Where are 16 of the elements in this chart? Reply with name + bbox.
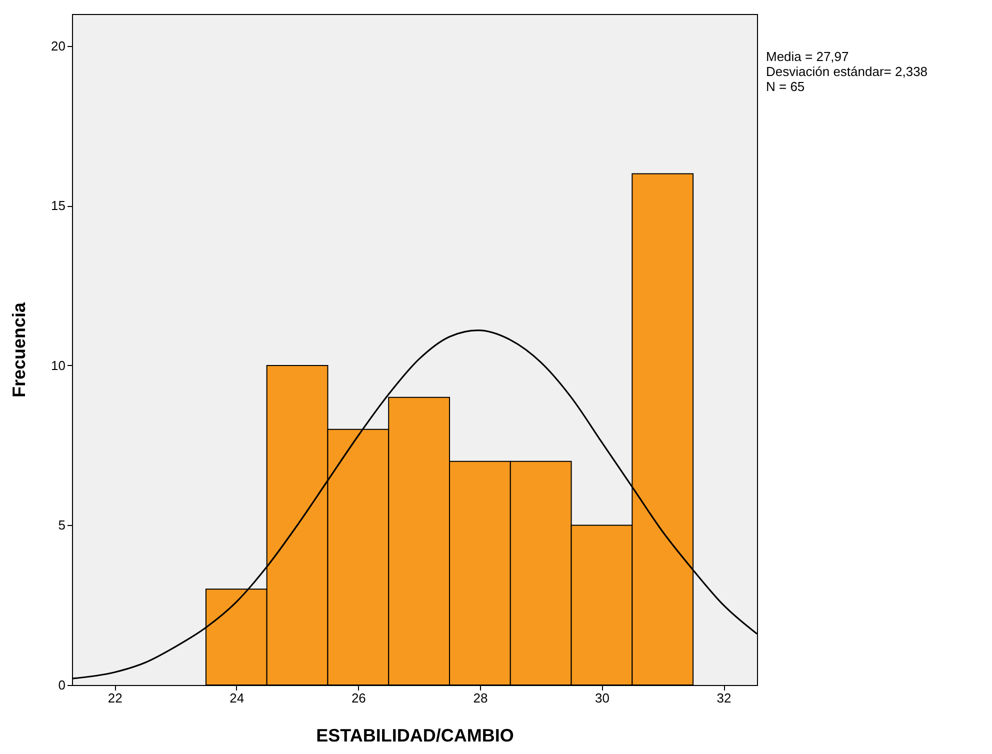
x-tick-label: 24	[230, 690, 244, 706]
y-tick-label: 10	[51, 358, 66, 373]
x-axis-title: ESTABILIDAD/CAMBIO	[316, 726, 514, 746]
x-tick-label: 26	[351, 690, 366, 706]
y-tick-label: 0	[58, 678, 66, 692]
x-tick-label: 30	[595, 690, 610, 706]
x-tick-label: 32	[716, 690, 732, 706]
y-tick-label: 5	[58, 518, 66, 533]
y-tick-label: 20	[51, 38, 66, 54]
x-tick-label: 28	[473, 690, 488, 706]
text: Desviación estándar= 2,338	[766, 64, 928, 79]
y-tick-label: 15	[51, 198, 66, 214]
y-axis-title: Frecuencia	[9, 301, 30, 398]
text: N = 65	[766, 79, 806, 94]
x-tick-label: 22	[108, 690, 122, 706]
text: Media = 27,97	[766, 49, 850, 64]
